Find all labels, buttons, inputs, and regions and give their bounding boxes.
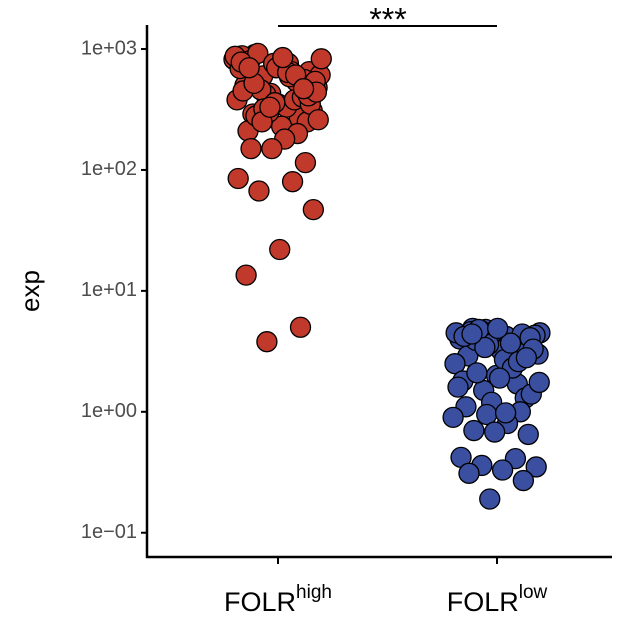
point bbox=[302, 198, 324, 221]
point bbox=[292, 78, 315, 100]
point bbox=[442, 406, 464, 428]
point bbox=[227, 167, 249, 190]
y-tick-label: 1e+00 bbox=[81, 400, 137, 422]
point bbox=[491, 459, 514, 481]
y-tick-label: 1e+01 bbox=[81, 279, 137, 301]
point bbox=[248, 180, 270, 202]
point bbox=[474, 336, 496, 359]
category-name: FOLR bbox=[224, 587, 296, 617]
point bbox=[259, 96, 281, 118]
point bbox=[235, 264, 257, 286]
point bbox=[261, 138, 283, 160]
point bbox=[487, 317, 509, 339]
category-superscript: high bbox=[296, 582, 332, 603]
point bbox=[499, 332, 522, 354]
point bbox=[484, 421, 506, 443]
point bbox=[525, 456, 547, 478]
point bbox=[294, 151, 317, 174]
point bbox=[238, 57, 260, 79]
point bbox=[307, 109, 329, 131]
y-axis-label: exp bbox=[15, 270, 45, 312]
point bbox=[458, 462, 480, 484]
point bbox=[272, 46, 294, 69]
category-name: FOLR bbox=[447, 587, 519, 617]
point bbox=[240, 138, 262, 160]
point bbox=[289, 316, 312, 338]
point bbox=[310, 48, 332, 70]
point bbox=[528, 371, 550, 394]
point bbox=[488, 367, 511, 389]
x-tick-label: FOLRhigh bbox=[224, 582, 332, 617]
significance-label: *** bbox=[369, 1, 406, 37]
category-superscript: low bbox=[519, 582, 548, 603]
point bbox=[444, 353, 466, 375]
point bbox=[256, 331, 278, 353]
point bbox=[269, 238, 291, 261]
point bbox=[447, 376, 469, 398]
point bbox=[281, 171, 304, 193]
point bbox=[466, 362, 488, 384]
x-tick-label: FOLRlow bbox=[447, 582, 548, 617]
y-tick-label: 1e−01 bbox=[81, 521, 137, 543]
point bbox=[461, 323, 483, 345]
point bbox=[517, 423, 539, 446]
y-tick-label: 1e+02 bbox=[81, 158, 137, 180]
point bbox=[512, 469, 535, 492]
point bbox=[494, 402, 517, 424]
point bbox=[479, 488, 501, 510]
y-tick-label: 1e+03 bbox=[81, 37, 137, 59]
point bbox=[463, 419, 485, 442]
point bbox=[515, 347, 538, 369]
